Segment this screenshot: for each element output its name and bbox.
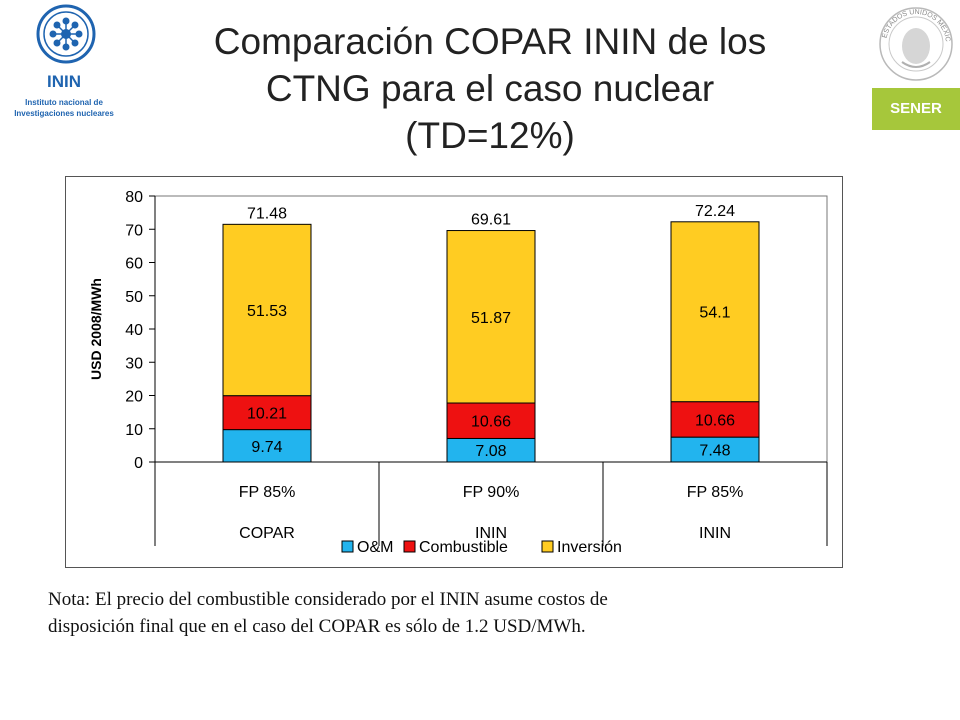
y-tick-label-3: 30 — [125, 355, 143, 372]
bar-label-om-2: 7.48 — [699, 443, 730, 460]
bar-label-inversion-2: 54.1 — [699, 305, 730, 322]
y-axis-title: USD 2008/MWh — [88, 278, 104, 380]
y-tick-label-2: 20 — [125, 389, 143, 406]
y-tick-label-7: 70 — [125, 222, 143, 239]
category-fp-label-2: FP 85% — [687, 484, 744, 501]
title-line-1: Comparación COPAR ININ de los — [213, 21, 767, 62]
bar-combustible-1 — [446, 402, 536, 439]
bar-label-om-0: 9.74 — [251, 439, 282, 456]
bar-combustible-2 — [670, 401, 760, 438]
bar-inversion-2 — [670, 221, 760, 403]
ininn-emblem-icon — [36, 4, 96, 64]
category-source-label-2: ININ — [699, 525, 731, 542]
sener-logo: ESTADOS UNIDOS MEXICANOS SENER — [869, 0, 960, 130]
sener-label: SENER — [890, 100, 942, 117]
y-tick-label-4: 40 — [125, 322, 143, 339]
y-tick-label-8: 80 — [125, 189, 143, 206]
legend-swatch-combustible — [403, 540, 416, 553]
footnote: Nota: El precio del combustible consider… — [48, 586, 908, 640]
ininn-logo-subtitle-2: Investigaciones nucleares — [14, 109, 114, 118]
bar-label-inversion-0: 51.53 — [247, 303, 287, 320]
legend-label-om: O&M — [357, 539, 393, 556]
bar-label-combustible-1: 10.66 — [471, 414, 511, 431]
title-line-2: CTNG para el caso nuclear — [265, 68, 715, 109]
y-tick-label-1: 10 — [125, 422, 143, 439]
bar-combustible-0 — [222, 395, 312, 431]
y-tick-label-5: 50 — [125, 289, 143, 306]
bar-total-1: 69.61 — [471, 212, 511, 229]
y-tick-label-0: 0 — [134, 455, 143, 472]
mexico-seal-icon: ESTADOS UNIDOS MEXICANOS — [869, 0, 960, 88]
ininn-logo-subtitle-1: Instituto nacional de — [25, 98, 103, 107]
legend-swatch-inversion — [541, 540, 554, 553]
footnote-line-2: disposición final que en el caso del COP… — [48, 616, 586, 637]
legend-swatch-om — [341, 540, 354, 553]
ininn-logo-name: ININ — [47, 72, 81, 91]
bar-label-combustible-2: 10.66 — [695, 412, 735, 429]
legend-label-combustible: Combustible — [419, 539, 508, 556]
ininn-logo: ININ Instituto nacional de Investigacion… — [0, 0, 128, 128]
bar-total-0: 71.48 — [247, 205, 287, 222]
bar-label-combustible-0: 10.21 — [247, 406, 287, 423]
bar-inversion-0 — [222, 223, 312, 397]
sener-bar: SENER — [872, 88, 960, 130]
bar-inversion-1 — [446, 230, 536, 404]
page-title: Comparación COPAR ININ de los CTNG para … — [150, 18, 830, 159]
bar-total-2: 72.24 — [695, 203, 735, 220]
category-source-label-1: ININ — [475, 525, 507, 542]
footnote-line-1: Nota: El precio del combustible consider… — [48, 589, 608, 610]
title-line-3: (TD=12%) — [405, 115, 575, 156]
cost-chart: 0 10 20 30 40 50 60 70 80 USD 2008/MWh 9.74 10.21 51… — [65, 176, 843, 568]
bar-om-0 — [222, 429, 312, 463]
category-fp-label-1: FP 90% — [463, 484, 520, 501]
bar-om-2 — [670, 436, 760, 463]
y-tick-label-6: 60 — [125, 256, 143, 273]
legend-label-inversion: Inversión — [557, 539, 622, 556]
bar-label-om-1: 7.08 — [475, 443, 506, 460]
bar-label-inversion-1: 51.87 — [471, 310, 511, 327]
category-source-label-0: COPAR — [239, 525, 295, 542]
category-fp-label-0: FP 85% — [239, 484, 296, 501]
